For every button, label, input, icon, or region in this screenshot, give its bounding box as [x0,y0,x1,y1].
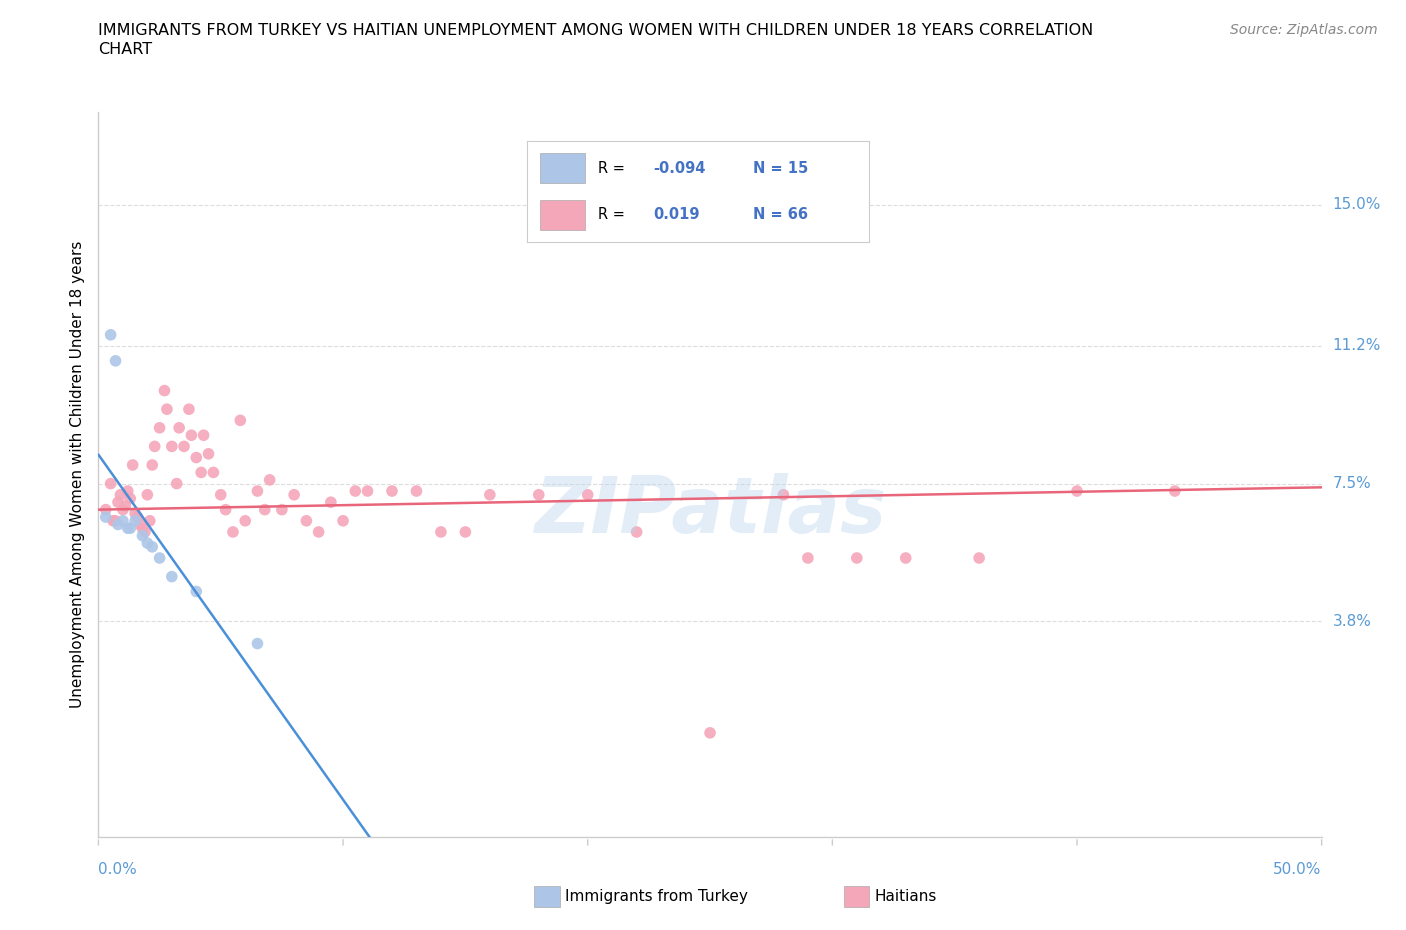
Text: Haitians: Haitians [875,889,936,904]
Point [772,487,794,502]
Point [101,513,124,528]
Point [149,420,172,435]
Point [344,484,367,498]
Point [214,502,236,517]
Point [246,484,269,498]
Text: 7.5%: 7.5% [1333,476,1371,491]
Text: 11.2%: 11.2% [1333,339,1381,353]
Point [177,402,200,417]
Point [332,513,354,528]
Point [94,510,117,525]
Point [173,439,195,454]
Point [270,502,294,517]
Point [454,525,477,539]
Text: Immigrants from Turkey: Immigrants from Turkey [565,889,748,904]
Point [120,521,142,536]
Point [139,513,162,528]
Point [134,525,156,539]
Point [576,487,599,502]
Point [117,521,139,536]
Point [259,472,281,487]
Text: Source: ZipAtlas.com: Source: ZipAtlas.com [1230,23,1378,37]
Point [160,569,183,584]
Point [430,525,453,539]
Point [141,539,163,554]
Point [626,525,648,539]
Point [166,476,188,491]
Point [478,487,501,502]
Point [222,525,245,539]
Point [153,383,176,398]
Point [308,525,330,539]
Point [100,327,122,342]
Point [209,487,232,502]
Text: ZIPatlas: ZIPatlas [534,472,886,549]
Point [94,502,117,517]
Point [186,584,208,599]
Point [197,446,219,461]
Y-axis label: Unemployment Among Women with Children Under 18 years: Unemployment Among Women with Children U… [69,241,84,708]
Point [295,513,318,528]
Point [124,506,146,521]
Text: 50.0%: 50.0% [1274,862,1322,877]
Point [114,498,136,513]
Point [283,487,305,502]
Text: 0.0%: 0.0% [98,862,138,877]
Point [233,513,256,528]
Point [107,517,129,532]
Point [253,502,276,517]
Point [527,487,550,502]
Point [107,495,129,510]
Point [117,484,139,498]
Point [104,353,127,368]
Point [967,551,990,565]
Point [124,513,146,528]
Point [202,465,225,480]
Point [111,513,134,528]
Point [136,487,159,502]
Point [193,428,215,443]
Point [141,458,163,472]
Point [381,484,404,498]
Point [186,450,208,465]
Point [149,551,172,565]
Point [1164,484,1187,498]
Point [405,484,427,498]
Point [110,487,132,502]
Point [160,439,183,454]
Point [100,476,122,491]
Point [190,465,212,480]
Point [246,636,269,651]
Point [127,510,149,525]
Text: 3.8%: 3.8% [1333,614,1372,629]
Point [699,725,721,740]
Point [797,551,820,565]
Point [111,502,134,517]
Point [180,428,202,443]
Point [136,536,159,551]
Point [129,517,152,532]
Point [131,528,153,543]
Point [143,439,166,454]
Text: CHART: CHART [98,42,152,57]
Point [845,551,868,565]
Point [156,402,179,417]
Point [319,495,342,510]
Point [167,420,190,435]
Point [356,484,378,498]
Text: IMMIGRANTS FROM TURKEY VS HAITIAN UNEMPLOYMENT AMONG WOMEN WITH CHILDREN UNDER 1: IMMIGRANTS FROM TURKEY VS HAITIAN UNEMPL… [98,23,1094,38]
Point [120,491,142,506]
Point [1066,484,1088,498]
Point [104,513,127,528]
Text: 15.0%: 15.0% [1333,197,1381,212]
Point [121,458,143,472]
Point [131,521,153,536]
Point [894,551,917,565]
Point [229,413,252,428]
